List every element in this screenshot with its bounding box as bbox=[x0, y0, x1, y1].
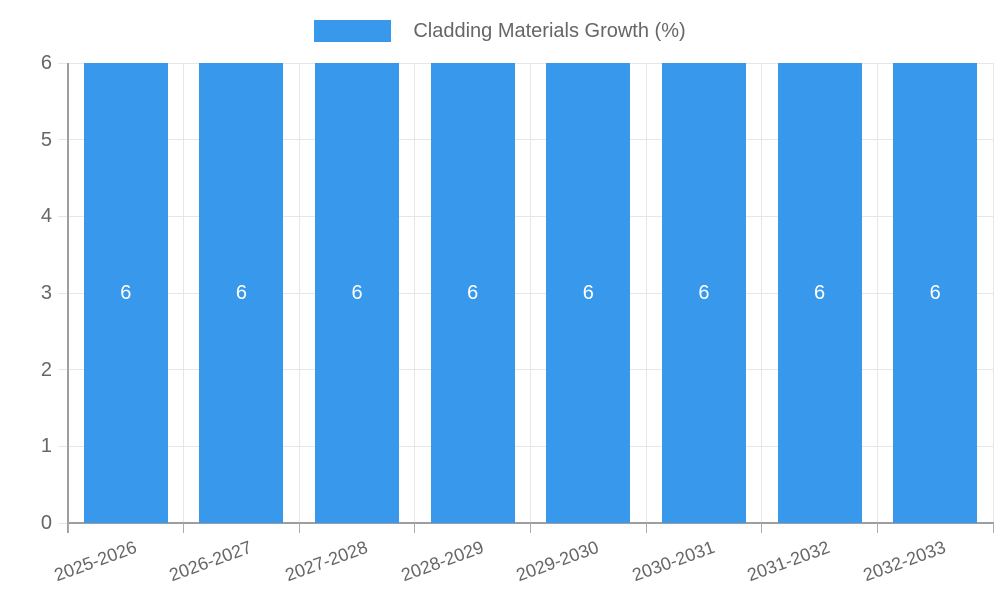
legend[interactable]: Cladding Materials Growth (%) bbox=[0, 18, 1000, 44]
y-tick-mark bbox=[58, 445, 68, 447]
bar-value-label: 6 bbox=[467, 281, 479, 304]
x-axis-tick-label: 2030-2031 bbox=[629, 536, 718, 586]
x-axis-tick-label: 2026-2027 bbox=[166, 536, 255, 586]
x-tick-mark bbox=[761, 523, 763, 533]
y-axis-line bbox=[67, 63, 69, 533]
y-tick-mark bbox=[58, 292, 68, 294]
bar-value-label: 6 bbox=[120, 281, 132, 304]
y-axis-tick-label: 2 bbox=[40, 358, 52, 381]
x-tick-mark bbox=[67, 523, 69, 533]
y-tick-mark bbox=[58, 369, 68, 371]
x-gridline bbox=[530, 63, 531, 523]
y-axis-tick-label: 0 bbox=[40, 512, 52, 534]
x-axis-tick-label: 2031-2032 bbox=[745, 536, 833, 586]
x-axis-tick-label: 2029-2030 bbox=[513, 536, 602, 586]
x-axis-tick-label: 2025-2026 bbox=[51, 536, 139, 586]
x-axis-tick-label: 2032-2033 bbox=[860, 536, 949, 586]
x-gridline bbox=[414, 63, 416, 523]
y-tick-mark bbox=[58, 139, 68, 141]
bar-value-label: 6 bbox=[582, 281, 594, 304]
bar-value-label: 6 bbox=[814, 281, 826, 304]
bar-value-label: 6 bbox=[929, 281, 941, 304]
bar-value-label: 6 bbox=[351, 281, 363, 304]
x-tick-mark bbox=[645, 523, 647, 533]
y-tick-mark bbox=[58, 522, 68, 524]
y-tick-mark bbox=[58, 62, 68, 64]
y-axis-tick-label: 5 bbox=[40, 128, 52, 151]
legend-swatch bbox=[314, 20, 392, 42]
bar[interactable]: 6 bbox=[546, 63, 631, 523]
x-tick-mark bbox=[876, 523, 878, 533]
x-gridline bbox=[992, 63, 994, 523]
bar-value-label: 6 bbox=[698, 281, 710, 304]
bar[interactable]: 6 bbox=[315, 63, 400, 523]
x-axis-tick-label: 2028-2029 bbox=[398, 536, 486, 586]
x-tick-mark bbox=[298, 523, 300, 533]
bar[interactable]: 6 bbox=[777, 63, 862, 523]
x-tick-mark bbox=[992, 523, 994, 533]
x-tick-mark bbox=[414, 523, 416, 533]
y-axis-tick-label: 3 bbox=[40, 282, 52, 304]
y-axis-tick-label: 4 bbox=[40, 205, 52, 228]
x-axis-tick-label: 2027-2028 bbox=[282, 536, 371, 586]
y-axis-tick-label: 6 bbox=[40, 52, 52, 74]
bar-value-label: 6 bbox=[235, 281, 247, 304]
x-gridline bbox=[645, 63, 647, 523]
y-axis-tick-label: 1 bbox=[40, 435, 52, 458]
x-gridline bbox=[876, 63, 878, 523]
legend-label: Cladding Materials Growth (%) bbox=[413, 20, 686, 42]
x-tick-mark bbox=[530, 523, 531, 533]
bar[interactable]: 6 bbox=[893, 63, 978, 523]
y-tick-mark bbox=[58, 215, 68, 217]
bar[interactable]: 6 bbox=[430, 63, 515, 523]
x-gridline bbox=[298, 63, 300, 523]
bar[interactable]: 6 bbox=[661, 63, 746, 523]
x-gridline bbox=[183, 63, 185, 523]
bar[interactable]: 6 bbox=[199, 63, 284, 523]
bar[interactable]: 6 bbox=[83, 63, 168, 523]
x-gridline bbox=[761, 63, 763, 523]
x-tick-mark bbox=[183, 523, 185, 533]
